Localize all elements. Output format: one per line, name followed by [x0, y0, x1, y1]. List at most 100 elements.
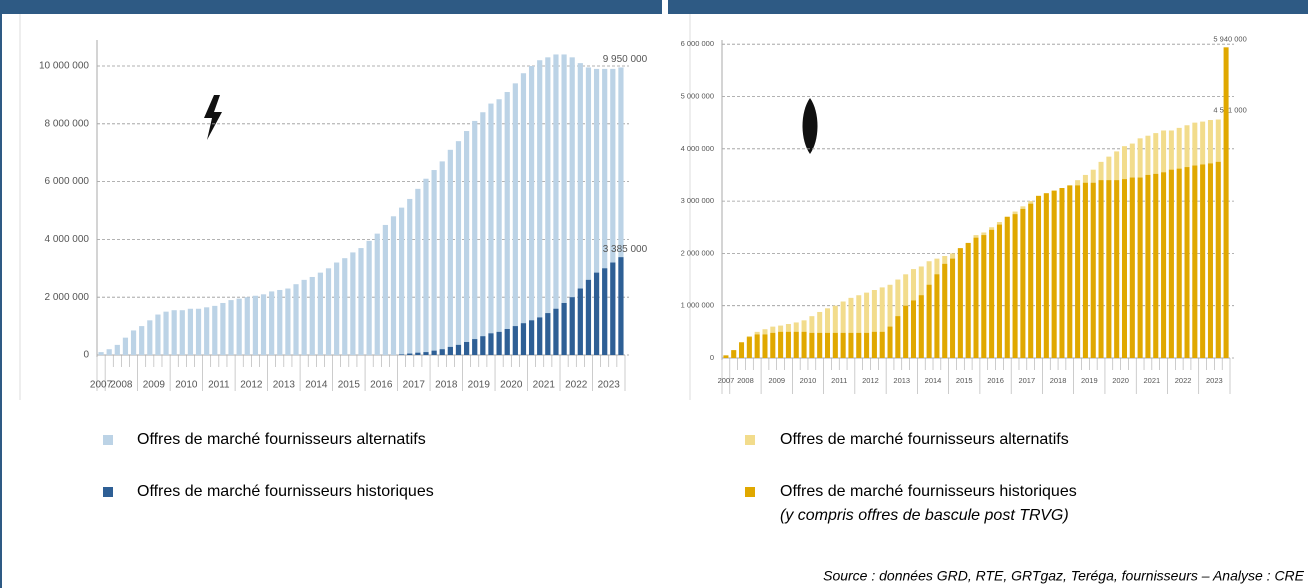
bar	[520, 73, 527, 355]
electricity-icon	[204, 95, 222, 140]
bar	[618, 67, 624, 355]
bar	[1059, 188, 1065, 358]
bar	[593, 272, 600, 355]
bar	[840, 301, 846, 358]
bar	[488, 333, 494, 355]
bar	[1192, 165, 1198, 358]
x-tick-label: 2016	[987, 376, 1004, 385]
bar	[537, 317, 543, 355]
bar	[1161, 172, 1167, 358]
bar	[1051, 190, 1057, 358]
bar	[1098, 180, 1104, 358]
x-tick-label: 2020	[1112, 376, 1129, 385]
x-tick-label: 2010	[800, 376, 817, 385]
bar	[1215, 161, 1221, 358]
data-label: 5 940 000	[1213, 34, 1246, 43]
y-tick-label: 3 000 000	[681, 196, 714, 205]
x-tick-label: 2016	[370, 380, 393, 391]
data-label: 9 950 000	[603, 54, 648, 65]
bar	[770, 332, 776, 358]
bar	[848, 297, 854, 358]
bar	[382, 224, 388, 355]
bar	[285, 288, 291, 355]
bar	[1207, 163, 1213, 358]
y-tick-label: 10 000 000	[39, 61, 89, 72]
bar	[147, 320, 153, 355]
x-tick-label: 2015	[338, 380, 361, 391]
bar	[472, 120, 478, 355]
bar	[236, 298, 242, 355]
bar	[171, 310, 177, 355]
bar	[856, 295, 862, 358]
bar	[496, 331, 502, 355]
x-tick-label: 2015	[956, 376, 973, 385]
bar	[504, 328, 510, 355]
bar	[1176, 168, 1182, 358]
bar	[731, 350, 737, 358]
bar	[577, 288, 583, 355]
x-tick-label: 2008	[110, 380, 133, 391]
x-tick-label: 2007	[718, 376, 735, 385]
bar	[871, 331, 877, 358]
bar	[746, 337, 752, 358]
legend-swatch	[103, 487, 113, 497]
legend-label: Offres de marché fournisseurs alternatif…	[780, 431, 1069, 448]
bar	[739, 342, 745, 358]
y-tick-label: 0	[710, 353, 714, 362]
bar	[957, 248, 963, 358]
bar	[903, 305, 909, 358]
top-band	[0, 0, 1308, 14]
bar	[887, 326, 893, 358]
bar	[252, 295, 258, 355]
bar	[423, 352, 429, 355]
x-tick-label: 2022	[1175, 376, 1192, 385]
bar	[864, 332, 870, 358]
bar	[366, 240, 372, 355]
bar	[553, 54, 559, 355]
bar	[965, 242, 971, 358]
x-tick-label: 2013	[273, 380, 296, 391]
bar	[840, 332, 846, 358]
bar	[293, 284, 299, 355]
y-tick-label: 6 000 000	[45, 176, 90, 187]
bar	[1075, 185, 1081, 358]
bar	[106, 349, 112, 355]
bar	[981, 235, 987, 358]
y-tick-label: 4 000 000	[681, 144, 714, 153]
bar	[187, 308, 194, 355]
bar	[593, 68, 600, 356]
bar	[130, 330, 137, 355]
bar	[464, 131, 470, 355]
bar	[973, 237, 979, 358]
bar	[269, 291, 275, 355]
x-tick-label: 2009	[143, 380, 166, 391]
bar	[895, 316, 901, 358]
legend-swatch	[103, 435, 113, 445]
x-tick-label: 2010	[175, 380, 198, 391]
legend-label: Offres de marché fournisseurs historique…	[780, 483, 1077, 500]
legend-swatch	[745, 435, 755, 445]
y-tick-label: 1 000 000	[681, 301, 714, 310]
bar	[879, 331, 885, 358]
bar	[325, 268, 332, 355]
bar	[350, 252, 356, 355]
x-tick-label: 2021	[1144, 376, 1161, 385]
bar	[942, 263, 948, 358]
bar	[1223, 47, 1229, 359]
bar	[1200, 164, 1206, 358]
bar	[179, 310, 185, 355]
bar	[1121, 179, 1127, 358]
bar	[431, 350, 437, 355]
bar	[528, 66, 535, 356]
bar	[610, 262, 616, 355]
bar	[139, 326, 145, 355]
bar	[996, 224, 1002, 358]
bar	[496, 99, 502, 355]
bar	[431, 170, 437, 355]
bar	[1036, 195, 1042, 358]
bar	[423, 178, 429, 355]
bar	[399, 207, 405, 355]
bar	[528, 320, 535, 355]
bar	[260, 294, 267, 355]
x-tick-label: 2019	[1081, 376, 1098, 385]
